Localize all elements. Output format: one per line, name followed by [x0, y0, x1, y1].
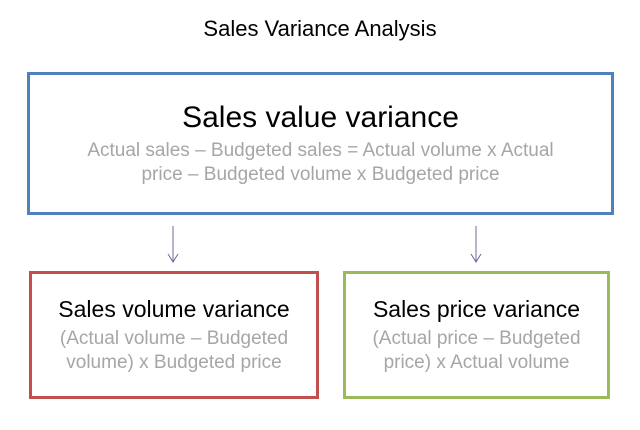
box-heading: Sales price variance: [372, 295, 581, 322]
box-heading: Sales value variance: [182, 100, 459, 134]
box-heading: Sales volume variance: [58, 295, 290, 322]
arrow-to-price: [470, 226, 482, 263]
diagram-title: Sales Variance Analysis: [203, 16, 437, 41]
sales-value-variance-box: Sales value variance Actual sales – Budg…: [27, 72, 614, 215]
sales-price-variance-box: Sales price variance (Actual price – Bud…: [343, 271, 610, 399]
sales-volume-variance-box: Sales volume variance (Actual volume – B…: [29, 271, 319, 399]
box-formula: (Actual volume – Budgeted volume) x Budg…: [59, 327, 289, 373]
box-formula: (Actual price – Budgeted price) x Actual…: [372, 327, 581, 373]
arrow-to-volume: [167, 226, 179, 263]
box-formula: Actual sales – Budgeted sales = Actual v…: [87, 139, 554, 185]
